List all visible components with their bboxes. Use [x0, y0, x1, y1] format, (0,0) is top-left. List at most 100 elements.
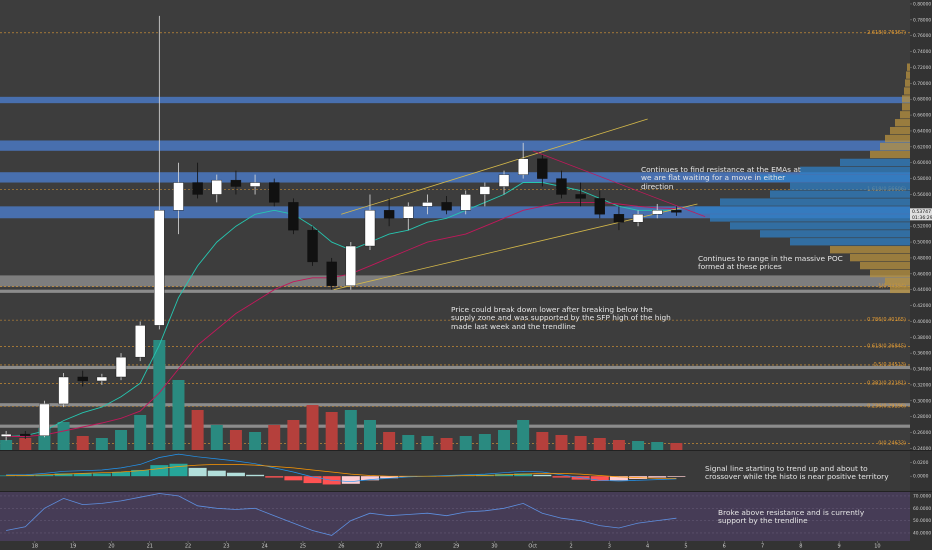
macd-tick-label: 0.0200: [913, 460, 929, 466]
candle-body: [173, 182, 184, 211]
candle-body: [594, 198, 605, 215]
zone: [0, 96, 910, 104]
last-price-tag: [910, 208, 932, 221]
profile-bar: [902, 103, 910, 111]
macd-histogram-bar: [667, 476, 686, 477]
x-tick-label: 28: [415, 544, 421, 550]
ema-slow: [6, 201, 677, 437]
profile-bar: [870, 269, 910, 278]
candle-body: [498, 174, 510, 187]
volume-bar: [344, 410, 357, 450]
volume-bar: [593, 438, 606, 450]
y-tick-label: 0.56000: [913, 192, 931, 198]
volume-bar: [363, 420, 376, 450]
volume-bar: [57, 422, 70, 450]
candle-body: [632, 214, 644, 223]
macd-histogram-bar: [341, 476, 360, 484]
zone: [0, 172, 910, 183]
profile-bar: [885, 277, 910, 286]
candle-body: [230, 179, 242, 187]
macd-histogram-bar: [188, 467, 207, 477]
volume-bar: [115, 430, 128, 450]
profile-bar: [695, 206, 910, 214]
y-tick-label: 0.50000: [913, 240, 931, 246]
y-tick-label: 0.78000: [913, 17, 931, 23]
macd-histogram-bar: [54, 473, 73, 477]
profile-bar: [890, 126, 910, 135]
x-tick-label: 10: [874, 544, 880, 550]
volume-bar: [153, 340, 166, 450]
macd-tick-label: 0.0000: [913, 474, 929, 480]
candle-body: [249, 182, 261, 187]
rsi-tick-label: 60.0000: [913, 506, 931, 512]
fib-label: 2.618(0.76367): [867, 30, 906, 36]
zone: [0, 140, 910, 151]
x-tick-label: 21: [147, 544, 153, 550]
volume-bar: [268, 425, 281, 450]
profile-bar: [895, 119, 910, 127]
y-tick-label: 0.58000: [913, 176, 931, 182]
candle-body: [556, 178, 567, 195]
y-tick-label: 0.46000: [913, 271, 931, 277]
volume-bar: [498, 430, 511, 450]
x-tick-label: 23: [223, 544, 229, 550]
x-tick-label: 2: [569, 544, 572, 550]
y-tick-label: 0.70000: [913, 81, 931, 87]
zone: [0, 275, 910, 287]
profile-bar: [730, 222, 910, 230]
volume-bar: [440, 438, 453, 450]
rsi-tick-label: 70.0000: [913, 493, 931, 499]
candle-body: [479, 186, 491, 195]
fib-label: 0.382(0.32181): [867, 380, 906, 386]
annotation: Broke above resistance and is currently …: [718, 508, 865, 526]
volume-bar: [134, 415, 147, 450]
rsi-pane: [0, 492, 910, 541]
candle-body: [288, 202, 299, 231]
candle-body: [613, 214, 625, 223]
volume-bar: [306, 405, 319, 450]
profile-bar: [850, 253, 910, 262]
candle-body: [652, 210, 663, 215]
macd-histogram-bar: [92, 473, 111, 477]
x-tick-label: 6: [723, 544, 726, 550]
candle-body: [192, 182, 203, 195]
x-tick-label: 8: [799, 544, 802, 550]
candle-body: [307, 229, 318, 263]
volume-bar: [191, 410, 204, 450]
profile-bar: [906, 71, 910, 79]
y-tick-label: 0.38000: [913, 335, 931, 341]
volume-bar: [210, 425, 223, 450]
macd-histogram-bar: [35, 474, 54, 477]
candle-body: [517, 158, 529, 175]
zone: [0, 206, 910, 219]
candle-body: [96, 376, 108, 382]
volume-bar: [478, 434, 491, 450]
candle-body: [20, 433, 31, 436]
last-price-label: 0.53747: [912, 209, 931, 215]
volume-bar: [172, 380, 185, 450]
macd-histogram-bar: [265, 476, 284, 478]
volume-bar: [574, 436, 587, 450]
profile-bar: [860, 261, 910, 270]
volume-bar: [249, 432, 262, 450]
fib-label: 0.5(0.34513): [873, 362, 906, 368]
macd-histogram-bar: [552, 476, 571, 478]
volume-bar: [555, 435, 568, 450]
candle-body: [58, 376, 69, 405]
macd-histogram-bar: [131, 469, 150, 477]
macd-histogram-bar: [590, 476, 609, 482]
macd-histogram-bar: [284, 476, 303, 481]
y-tick-label: 0.32000: [913, 382, 931, 388]
profile-bar: [790, 238, 910, 246]
y-tick-label: 0.72000: [913, 65, 931, 71]
annotation: Continues to range in the massive POC fo…: [698, 254, 843, 272]
fib-label: 0(0.24633): [878, 440, 906, 446]
x-tick-label: 4: [646, 544, 649, 550]
volume-bar: [402, 435, 415, 450]
y-tick-label: 0.42000: [913, 303, 931, 309]
y-tick-label: 0.52000: [913, 224, 931, 230]
macd-histogram-bar: [112, 472, 131, 477]
macd-histogram-bar: [648, 476, 667, 478]
